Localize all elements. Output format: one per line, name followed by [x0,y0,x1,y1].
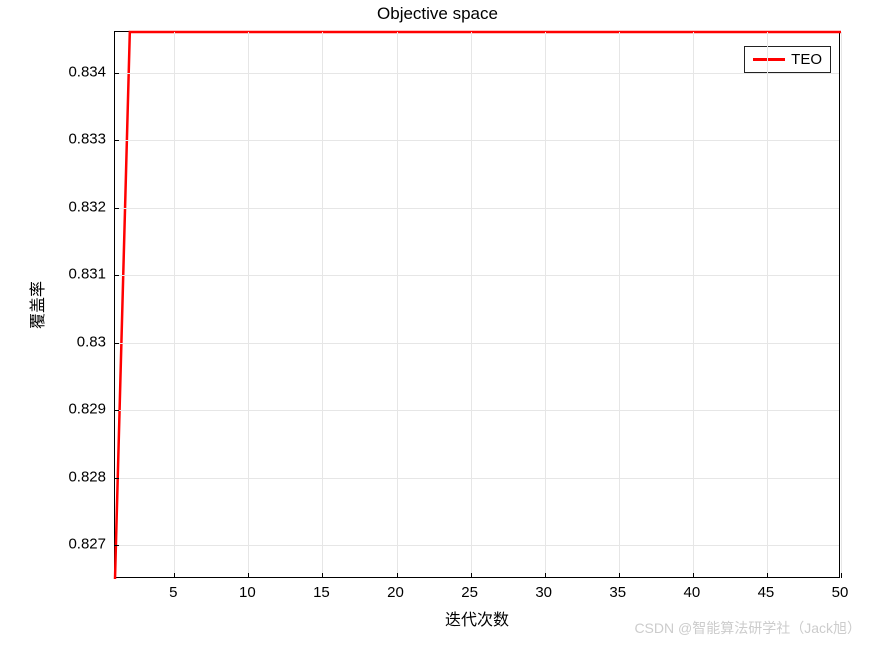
grid-line-vertical [841,32,842,577]
x-tick-label: 15 [313,584,330,601]
x-tick-label: 45 [758,584,775,601]
y-tick-label: 0.827 [68,536,106,553]
y-tick [114,73,119,74]
y-tick [114,478,119,479]
line-svg [115,32,841,579]
y-tick [114,410,119,411]
y-tick [114,343,119,344]
x-tick-label: 10 [239,584,256,601]
y-axis-label: 覆盖率 [24,280,48,328]
grid-line-vertical [619,32,620,577]
grid-line-horizontal [115,140,839,141]
grid-line-vertical [767,32,768,577]
grid-line-horizontal [115,478,839,479]
x-tick [693,573,694,578]
legend-label: TEO [791,51,822,68]
grid-line-horizontal [115,208,839,209]
y-tick-label: 0.829 [68,401,106,418]
grid-line-horizontal [115,410,839,411]
y-tick [114,545,119,546]
x-tick [322,573,323,578]
y-tick-label: 0.831 [68,266,106,283]
grid-line-horizontal [115,73,839,74]
x-tick-label: 20 [387,584,404,601]
y-tick-label: 0.834 [68,63,106,80]
y-tick-label: 0.83 [77,333,106,350]
watermark: CSDN @智能算法研学社（Jack旭） [634,618,861,638]
chart-title: Objective space [0,4,875,24]
y-tick [114,208,119,209]
legend: TEO [744,46,831,73]
x-tick-label: 50 [832,584,849,601]
series-line-teo [115,32,841,579]
y-tick [114,140,119,141]
legend-line-sample [753,58,785,61]
x-tick-label: 30 [535,584,552,601]
x-tick-label: 25 [461,584,478,601]
grid-line-vertical [174,32,175,577]
grid-line-horizontal [115,275,839,276]
x-tick-label: 5 [169,584,177,601]
grid-line-horizontal [115,343,839,344]
x-tick [248,573,249,578]
grid-line-vertical [397,32,398,577]
y-tick [114,275,119,276]
y-tick-label: 0.828 [68,468,106,485]
grid-line-vertical [322,32,323,577]
grid-line-vertical [248,32,249,577]
x-tick [397,573,398,578]
y-tick-label: 0.832 [68,198,106,215]
x-tick-label: 35 [609,584,626,601]
x-tick-label: 40 [683,584,700,601]
grid-line-horizontal [115,545,839,546]
x-tick [174,573,175,578]
y-tick-label: 0.833 [68,131,106,148]
x-tick [841,573,842,578]
x-tick [471,573,472,578]
grid-line-vertical [545,32,546,577]
x-tick [619,573,620,578]
x-tick [767,573,768,578]
grid-line-vertical [471,32,472,577]
x-tick [545,573,546,578]
grid-line-vertical [693,32,694,577]
figure: Objective space TEO 迭代次数 覆盖率 CSDN @智能算法研… [0,0,875,656]
plot-area: TEO [114,31,840,578]
